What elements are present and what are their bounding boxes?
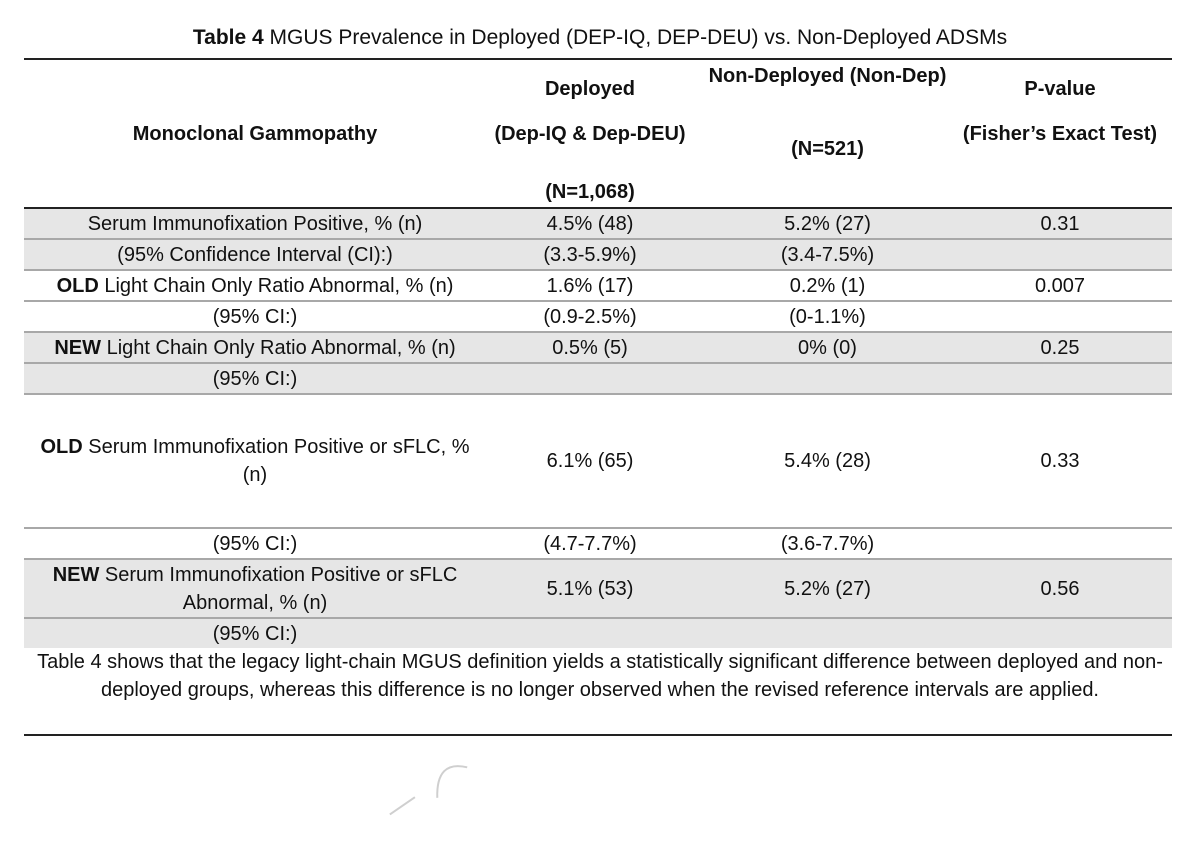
pvalue-cell: 0.56	[1040, 578, 1080, 600]
table-row: (95% Confidence Interval (CI):) (3.3-5.9…	[24, 240, 1172, 271]
table-row: NEW Light Chain Only Ratio Abnormal, % (…	[24, 333, 1172, 364]
bottom-rule	[24, 734, 1172, 736]
deployed-cell: (3.3-5.9%)	[543, 244, 637, 266]
nondeployed-cell: (3.6-7.7%)	[780, 533, 875, 555]
row-label: (95% Confidence Interval (CI):)	[117, 244, 393, 266]
pvalue-cell: 0.25	[1040, 337, 1080, 359]
watermark-shape	[389, 765, 468, 816]
table-row: (95% CI:)	[24, 364, 1172, 395]
deployed-cell: 6.1% (65)	[546, 450, 634, 472]
row-label: (95% CI:)	[212, 306, 298, 328]
deployed-cell: 1.6% (17)	[546, 275, 634, 297]
row-label: (95% CI:)	[212, 623, 298, 645]
table-row: (95% CI:)	[24, 619, 1172, 648]
header-nondeployed-n: (N=521)	[791, 138, 864, 160]
table-row: NEW Serum Immunofixation Positive or sFL…	[24, 560, 1172, 619]
row-label: Serum Immunofixation Positive, % (n)	[87, 213, 423, 235]
nondeployed-cell: 5.4% (28)	[784, 450, 871, 472]
table-row: (95% CI:) (0.9-2.5%) (0-1.1%)	[24, 302, 1172, 333]
row-label: NEW Light Chain Only Ratio Abnormal, % (…	[54, 337, 456, 359]
header-deployed-n: (N=1,068)	[545, 181, 635, 203]
row-label: (95% CI:)	[212, 533, 298, 555]
table-row: OLD Light Chain Only Ratio Abnormal, % (…	[24, 271, 1172, 302]
table-footnote: Table 4 shows that the legacy light-chai…	[37, 651, 1163, 701]
nondeployed-cell: 0.2% (1)	[789, 275, 866, 297]
row-label: OLD Serum Immunofixation Positive or sFL…	[40, 436, 470, 486]
table-row: OLD Serum Immunofixation Positive or sFL…	[24, 395, 1172, 529]
row-label: NEW Serum Immunofixation Positive or sFL…	[52, 564, 458, 614]
deployed-cell: 0.5% (5)	[552, 337, 628, 359]
table-row: Serum Immunofixation Positive, % (n) 4.5…	[24, 209, 1172, 240]
deployed-cell: 5.1% (53)	[546, 578, 634, 600]
header-rule	[24, 207, 1172, 209]
table-title: Table 4 MGUS Prevalence in Deployed (DEP…	[0, 24, 1200, 52]
header-deployed: Deployed	[544, 78, 636, 100]
header-pvalue-test: (Fisher’s Exact Test)	[962, 123, 1158, 145]
header-pvalue: P-value	[1024, 78, 1096, 100]
nondeployed-cell: 0% (0)	[798, 337, 857, 359]
pvalue-cell: 0.31	[1040, 213, 1080, 235]
nondeployed-cell: (0-1.1%)	[789, 306, 866, 328]
table-row: (95% CI:) (4.7-7.7%) (3.6-7.7%)	[24, 529, 1172, 560]
header-monoclonal: Monoclonal Gammopathy	[132, 123, 378, 145]
deployed-cell: (0.9-2.5%)	[543, 306, 637, 328]
table-number: Table 4	[192, 26, 264, 49]
deployed-cell: (4.7-7.7%)	[543, 533, 637, 555]
nondeployed-cell: (3.4-7.5%)	[780, 244, 875, 266]
row-label: (95% CI:)	[212, 368, 298, 390]
top-rule	[24, 58, 1172, 60]
nondeployed-cell: 5.2% (27)	[784, 578, 871, 600]
nondeployed-cell: 5.2% (27)	[784, 213, 871, 235]
pvalue-cell: 0.007	[1034, 275, 1086, 297]
pvalue-cell: 0.33	[1040, 450, 1080, 472]
header-deployed-groups: (Dep-IQ & Dep-DEU)	[494, 123, 686, 145]
table-caption: MGUS Prevalence in Deployed (DEP-IQ, DEP…	[263, 26, 1008, 49]
header-nondeployed: Non-Deployed (Non-Dep)	[708, 65, 947, 87]
deployed-cell: 4.5% (48)	[546, 213, 634, 235]
row-label: OLD Light Chain Only Ratio Abnormal, % (…	[56, 275, 454, 297]
